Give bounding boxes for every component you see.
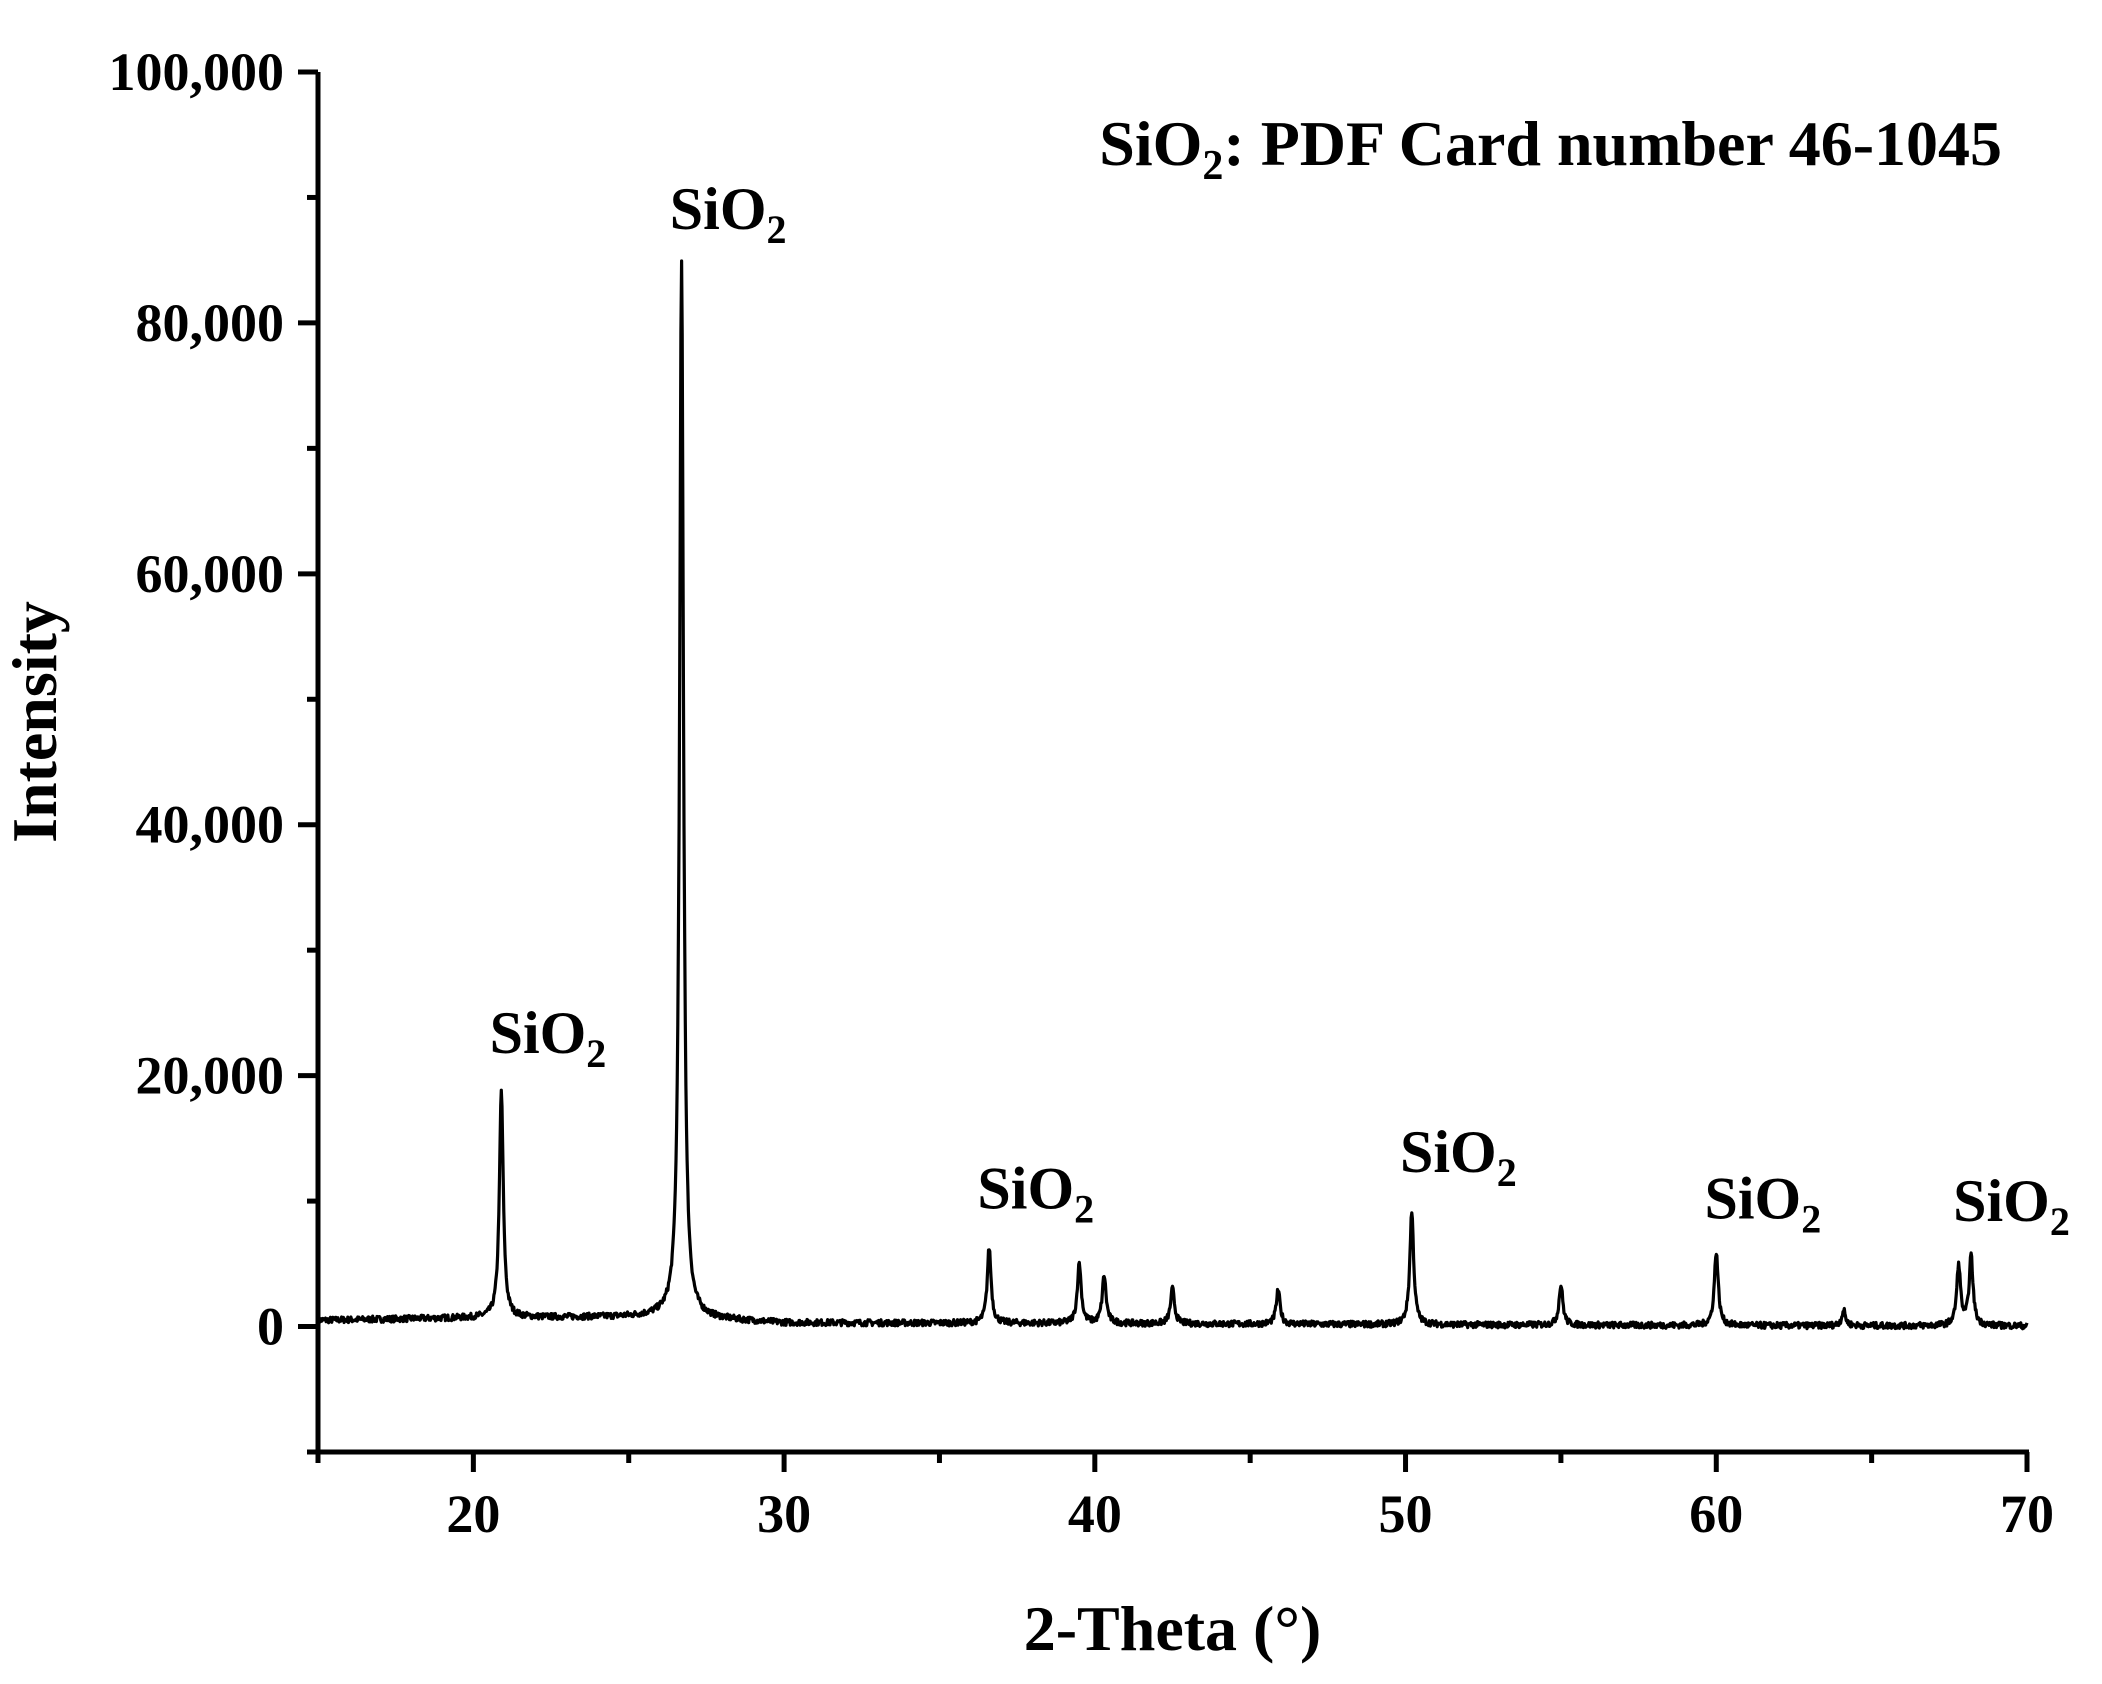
x-tick-label: 40	[1068, 1484, 1122, 1544]
peak-label: SiO2	[1705, 1166, 1822, 1242]
peak-label-subscript: 2	[586, 1031, 606, 1076]
peak-label-subscript: 2	[1801, 1197, 1821, 1242]
y-tick-label: 40,000	[136, 795, 285, 855]
card-note-formula: SiO	[1099, 108, 1202, 179]
y-tick-label: 20,000	[136, 1046, 285, 1106]
y-tick-marks	[298, 69, 318, 1455]
xrd-pattern-line	[316, 259, 2029, 1331]
card-note-subscript: 2	[1202, 143, 1223, 189]
y-axis-title: Intensity	[0, 601, 70, 843]
x-tick-label: 30	[757, 1484, 811, 1544]
y-tick-labels: 0 20,000 40,000 60,000 80,000 100,000	[109, 42, 285, 1357]
y-tick-label: 60,000	[136, 544, 285, 604]
peak-label: SiO2	[977, 1156, 1094, 1232]
pdf-card-note: SiO2: PDF Card number 46-1045	[1099, 108, 2002, 189]
y-tick-label: 80,000	[136, 293, 285, 353]
peak-label-formula: SiO	[670, 176, 767, 242]
card-note-text: : PDF Card number 46-1045	[1223, 108, 2002, 179]
peak-label: SiO2	[1400, 1119, 1517, 1195]
x-tick-label: 50	[1379, 1484, 1433, 1544]
x-tick-label: 60	[1689, 1484, 1743, 1544]
peak-label-subscript: 2	[2050, 1199, 2070, 1244]
x-tick-label: 70	[2000, 1484, 2054, 1544]
x-axis-title: 2-Theta (°)	[1024, 1593, 1322, 1664]
peak-label-formula: SiO	[977, 1156, 1074, 1222]
x-tick-label: 20	[446, 1484, 500, 1544]
peak-label: SiO2	[670, 176, 787, 252]
y-tick-label: 0	[257, 1297, 284, 1357]
x-tick-labels: 20 30 40 50 60 70	[446, 1484, 2054, 1544]
peak-label-formula: SiO	[490, 1000, 587, 1066]
x-tick-marks	[315, 1452, 2030, 1472]
peak-label: SiO2	[490, 1000, 607, 1076]
peak-label: SiO2	[1953, 1168, 2070, 1244]
peak-label-subscript: 2	[1074, 1187, 1094, 1232]
peak-label-formula: SiO	[1400, 1119, 1497, 1185]
xrd-series	[316, 259, 2029, 1331]
y-tick-label: 100,000	[109, 42, 285, 102]
peak-label-formula: SiO	[1953, 1168, 2050, 1234]
peak-label-formula: SiO	[1705, 1166, 1802, 1232]
peak-label-subscript: 2	[767, 207, 787, 252]
peak-label-subscript: 2	[1497, 1150, 1517, 1195]
